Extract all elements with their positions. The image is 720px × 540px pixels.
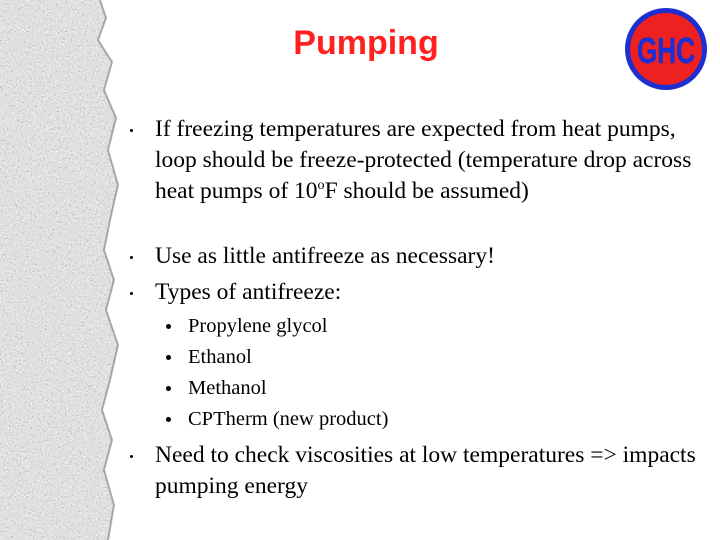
logo-text: GHC <box>637 30 695 71</box>
bullet-text: If freezing temperatures are expected fr… <box>155 116 692 204</box>
sub-bullet: Ethanol <box>166 342 252 373</box>
bullet-text: Need to check viscosities at low tempera… <box>155 442 696 499</box>
superscript: o <box>317 177 325 193</box>
stone-border <box>0 0 120 540</box>
sub-bullet: CPTherm (new product) <box>165 404 388 435</box>
bullet: Types of antifreeze: <box>130 277 700 308</box>
sub-bullet: Methanol <box>166 373 267 404</box>
title: Pumping <box>293 24 439 62</box>
bullet-text: Types of antifreeze: <box>155 279 342 305</box>
bullet-text: F should be assumed) <box>324 178 529 204</box>
bullet: If freezing temperatures are expected fr… <box>130 114 700 207</box>
bullet: Use as little antifreeze as necessary! <box>130 241 700 272</box>
sub-bullet: Propylene glycol <box>166 311 328 342</box>
bullet: Need to check viscosities at low tempera… <box>130 440 700 502</box>
logo: GHC <box>625 8 707 90</box>
bullet-text: Use as little antifreeze as necessary! <box>155 243 495 269</box>
